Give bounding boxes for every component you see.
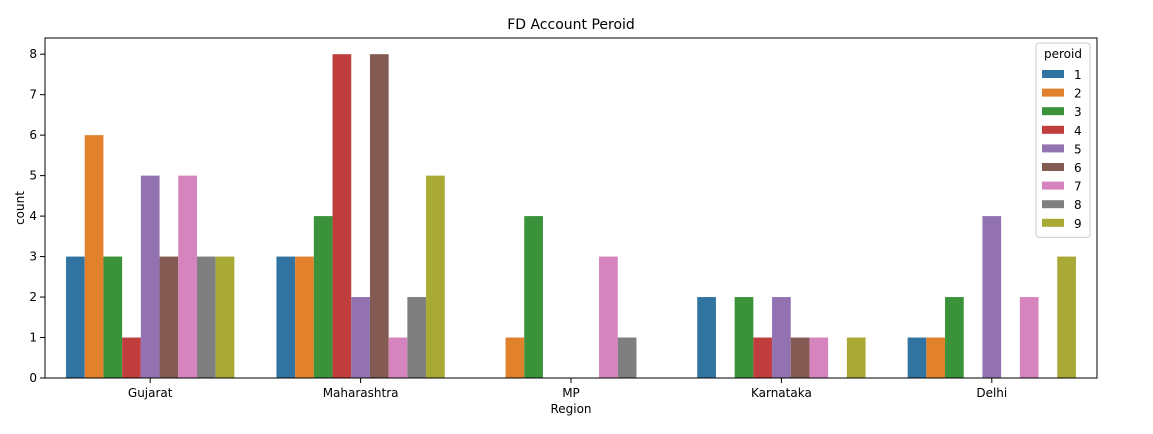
bar-maharashtra-peroid-1 [276, 256, 296, 378]
bar-gujarat-peroid-1 [66, 256, 85, 378]
bar-karnataka-peroid-6 [790, 337, 810, 378]
y-tick-label: 4 [29, 209, 37, 223]
legend-swatch-9 [1042, 218, 1064, 227]
legend-label-6: 6 [1074, 161, 1082, 175]
legend-label-3: 3 [1074, 105, 1082, 119]
bar-maharashtra-peroid-3 [313, 216, 333, 378]
bar-gujarat-peroid-8 [196, 256, 216, 378]
x-tick-label: Maharashtra [323, 386, 399, 400]
bar-mp-peroid-7 [599, 256, 618, 378]
legend-swatch-4 [1042, 125, 1064, 134]
legend-swatch-7 [1042, 181, 1064, 190]
legend-swatch-5 [1042, 144, 1064, 153]
legend-swatch-1 [1042, 70, 1064, 78]
bar-gujarat-peroid-6 [159, 256, 179, 378]
legend-label-4: 4 [1074, 124, 1082, 138]
bar-karnataka-peroid-7 [809, 337, 829, 378]
y-tick-label: 1 [29, 331, 37, 345]
bar-karnataka-peroid-1 [697, 297, 716, 378]
legend-label-1: 1 [1074, 68, 1082, 82]
x-tick-label: Delhi [976, 386, 1007, 400]
plot-frame [44, 37, 1098, 379]
y-tick-label: 6 [29, 128, 37, 142]
legend: peroid 1 2 3 4 5 6 7 8 9 [1035, 42, 1091, 238]
x-axis: Gujarat Maharashtra MP Karnataka Delhi [128, 378, 1007, 400]
bar-maharashtra-peroid-2 [295, 256, 314, 378]
bar-gujarat-peroid-4 [122, 337, 141, 378]
bar-maharashtra-peroid-9 [426, 175, 445, 378]
legend-title: peroid [1044, 47, 1082, 61]
y-tick-label: 8 [29, 47, 37, 61]
bar-mp-peroid-3 [524, 216, 543, 378]
bar-karnataka-peroid-9 [846, 337, 866, 378]
bar-delhi-peroid-3 [945, 297, 964, 378]
bar-maharashtra-peroid-5 [351, 297, 370, 378]
legend-label-7: 7 [1074, 180, 1082, 194]
bars-group [66, 54, 1076, 378]
bar-karnataka-peroid-3 [734, 297, 754, 378]
bar-gujarat-peroid-7 [178, 175, 197, 378]
bar-delhi-peroid-9 [1057, 256, 1076, 378]
bar-maharashtra-peroid-8 [407, 297, 427, 378]
bar-maharashtra-peroid-7 [388, 337, 408, 378]
legend-swatch-8 [1042, 200, 1064, 209]
bar-gujarat-peroid-9 [215, 256, 235, 378]
bar-karnataka-peroid-5 [772, 297, 791, 378]
bar-mp-peroid-8 [617, 337, 637, 378]
bar-mp-peroid-2 [505, 337, 525, 378]
legend-label-9: 9 [1074, 217, 1082, 231]
y-tick-label: 7 [29, 88, 37, 102]
bar-gujarat-peroid-5 [140, 175, 160, 378]
legend-swatch-6 [1042, 163, 1064, 171]
y-tick-label: 0 [29, 371, 37, 385]
legend-label-5: 5 [1074, 142, 1082, 156]
legend-label-2: 2 [1074, 87, 1082, 101]
y-axis: 0 1 2 3 4 5 6 7 8 [29, 47, 45, 385]
legend-swatch-3 [1042, 107, 1064, 116]
bar-delhi-peroid-5 [982, 216, 1002, 378]
bar-maharashtra-peroid-4 [332, 54, 352, 378]
x-tick-label: Gujarat [128, 386, 173, 400]
x-axis-label: Region [550, 402, 591, 416]
y-axis-label: count [13, 191, 27, 225]
y-tick-label: 3 [29, 250, 37, 264]
x-tick-label: Karnataka [751, 386, 812, 400]
legend-label-8: 8 [1074, 198, 1082, 212]
chart-title: FD Account Peroid [507, 17, 635, 33]
y-tick-label: 2 [29, 290, 37, 304]
bar-maharashtra-peroid-6 [369, 54, 389, 378]
x-tick-label: MP [562, 386, 580, 400]
bar-karnataka-peroid-4 [753, 337, 773, 378]
bar-gujarat-peroid-2 [84, 135, 104, 378]
y-tick-label: 5 [29, 169, 37, 183]
legend-swatch-2 [1042, 88, 1064, 97]
bar-delhi-peroid-1 [907, 337, 927, 378]
bar-delhi-peroid-2 [926, 337, 946, 378]
bar-gujarat-peroid-3 [103, 256, 123, 378]
bar-delhi-peroid-7 [1019, 297, 1039, 378]
